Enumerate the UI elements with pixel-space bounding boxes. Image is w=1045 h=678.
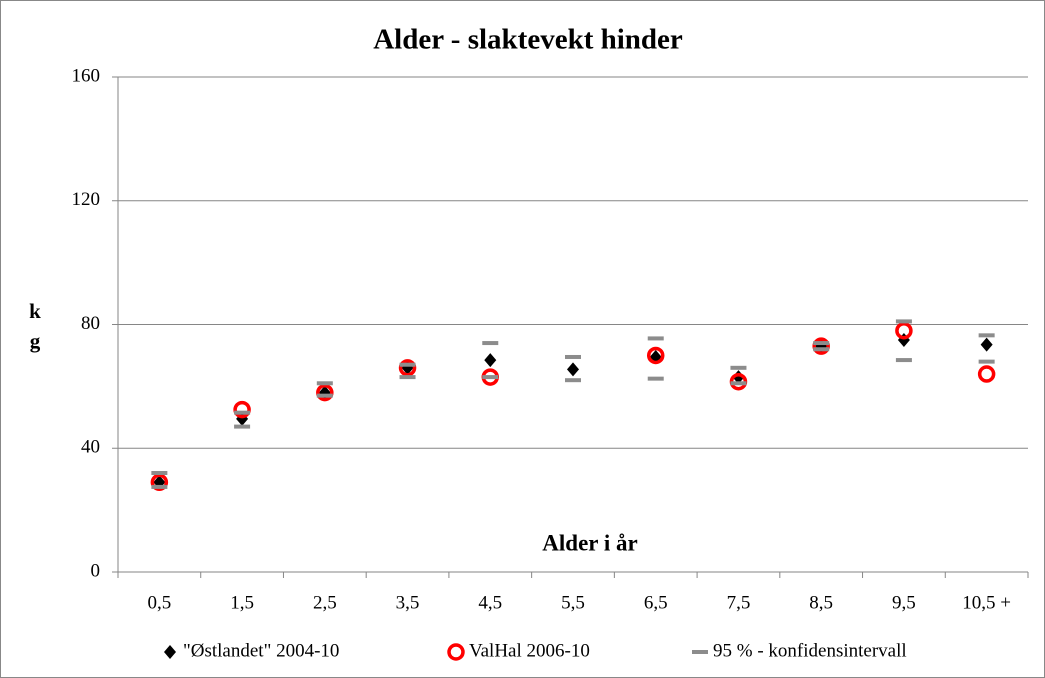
x-tick-label: 3,5 <box>396 592 420 613</box>
x-tick-label: 2,5 <box>313 592 337 613</box>
x-axis-label: Alder i år <box>542 530 637 555</box>
legend-marker <box>164 645 176 659</box>
chart-title: Alder - slaktevekt hinder <box>373 24 683 56</box>
point <box>233 400 251 419</box>
y-tick-label: 160 <box>72 65 101 86</box>
ci-lower <box>399 375 416 380</box>
y-tick-label: 120 <box>72 189 101 210</box>
ci-lower <box>482 375 499 380</box>
ci-upper <box>978 333 995 338</box>
ci-lower <box>647 376 664 381</box>
ci-upper <box>316 381 333 386</box>
y-axis-label: kg <box>29 299 41 353</box>
ci-lower <box>730 381 747 386</box>
point <box>646 346 665 365</box>
point <box>150 473 169 492</box>
y-tick-label: 0 <box>91 560 101 581</box>
ci-lower <box>895 358 912 363</box>
point <box>977 365 996 383</box>
point <box>895 321 913 340</box>
legend-label: 95 % - konfidensintervall <box>713 640 907 661</box>
legend-marker <box>447 643 465 661</box>
ci-upper <box>647 336 664 341</box>
ci-upper <box>565 354 581 359</box>
point <box>567 362 579 377</box>
x-tick-label: 10,5 + <box>962 592 1011 613</box>
point <box>316 383 334 402</box>
x-tick-label: 0,5 <box>147 592 171 613</box>
x-tick-label: 9,5 <box>892 592 916 613</box>
legend-label: ValHal 2006-10 <box>469 640 590 661</box>
x-tick-label: 8,5 <box>809 592 833 613</box>
ci-lower <box>316 393 333 398</box>
point <box>484 353 497 368</box>
point <box>398 359 417 377</box>
ci-lower <box>234 424 251 429</box>
y-tick-label: 80 <box>81 313 100 334</box>
x-tick-label: 7,5 <box>727 592 751 613</box>
ci-upper <box>151 471 168 475</box>
legend-label: "Østlandet" 2004-10 <box>183 640 339 661</box>
point <box>980 337 993 352</box>
x-tick-label: 4,5 <box>478 592 502 613</box>
x-tick-label: 5,5 <box>561 592 585 613</box>
ci-upper <box>730 365 747 370</box>
ci-lower <box>813 347 830 352</box>
ci-lower <box>565 378 581 383</box>
x-tick-label: 1,5 <box>230 592 254 613</box>
ci-lower <box>151 484 168 489</box>
x-tick-label: 6,5 <box>644 592 668 613</box>
point <box>812 337 830 355</box>
y-tick-label: 40 <box>81 437 100 458</box>
ci-upper <box>234 410 251 415</box>
ci-lower <box>978 359 995 364</box>
ci-upper <box>895 319 912 324</box>
ci-upper <box>482 341 499 346</box>
legend-marker <box>692 650 708 654</box>
ci-upper <box>399 362 416 367</box>
ci-upper <box>813 341 830 346</box>
